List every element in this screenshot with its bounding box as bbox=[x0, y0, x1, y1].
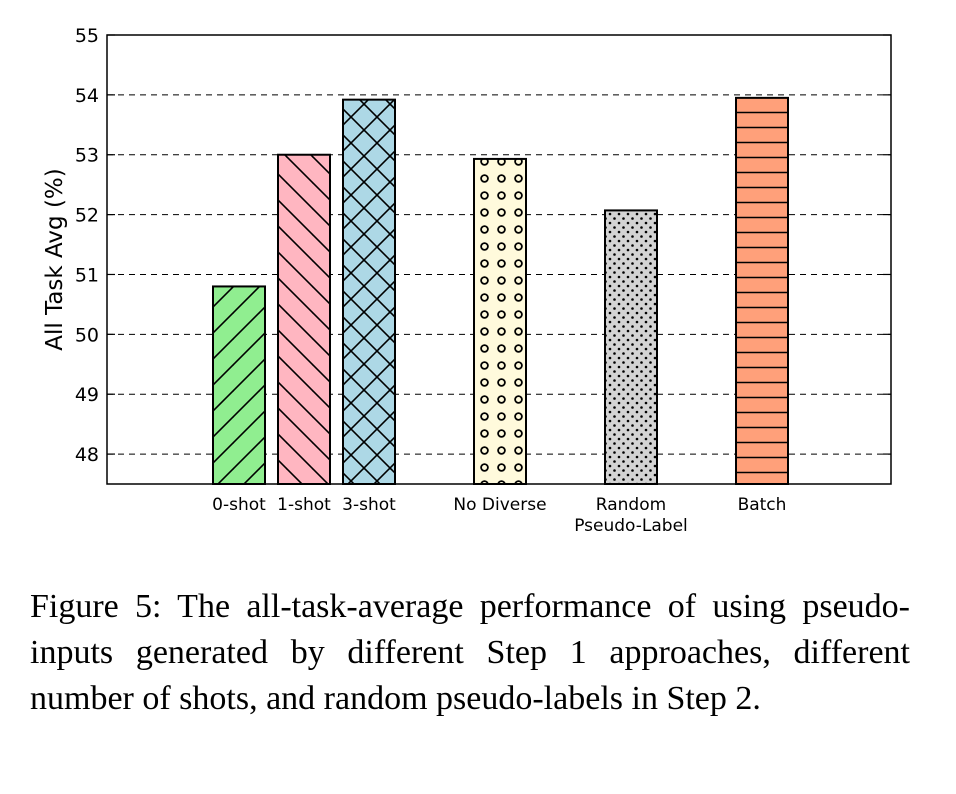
x-tick-label: 0-shot bbox=[212, 495, 266, 515]
bar-batch bbox=[735, 96, 789, 486]
bar-no-diverse bbox=[473, 157, 527, 485]
bar-hatch bbox=[212, 285, 266, 485]
y-tick-label: 52 bbox=[75, 205, 99, 227]
y-axis-label: All Task Avg (%) bbox=[42, 168, 68, 350]
figure-caption: Figure 5: The all-task-average performan… bbox=[30, 588, 910, 717]
plot-frame bbox=[106, 34, 892, 485]
y-tick-label: 55 bbox=[75, 25, 99, 47]
bar-hatch bbox=[735, 96, 789, 486]
x-tick-label: 3-shot bbox=[342, 495, 396, 515]
bar-hatch bbox=[277, 153, 331, 485]
bar-hatch bbox=[604, 209, 658, 485]
y-tick-label: 48 bbox=[75, 444, 99, 466]
y-tick-label: 50 bbox=[75, 324, 99, 346]
x-axis: 0-shot 1-shot 3-shot No Diverse RandomPseudo… bbox=[212, 495, 786, 536]
y-axis: 48 49 50 51 52 53 54 55 bbox=[75, 25, 891, 466]
x-tick-label: 1-shot bbox=[277, 495, 331, 515]
bar-0-shot bbox=[212, 285, 266, 485]
bars bbox=[212, 96, 789, 486]
y-tick-label: 49 bbox=[75, 384, 99, 406]
x-tick-label: Pseudo-Label bbox=[574, 516, 688, 536]
y-tick-label: 53 bbox=[75, 145, 99, 167]
bar-random-pseudo-label bbox=[604, 209, 658, 485]
x-tick-label: Batch bbox=[738, 495, 787, 515]
y-tick-label: 51 bbox=[75, 264, 99, 286]
bar-hatch bbox=[342, 98, 396, 485]
bar-hatch bbox=[473, 157, 527, 485]
bar-chart: 48 49 50 51 52 53 54 55 0-shot 1-shot 3-shot No Di… bbox=[42, 25, 892, 536]
y-tick-label: 54 bbox=[75, 85, 99, 107]
bar-1-shot bbox=[277, 153, 331, 485]
x-tick-label: Random bbox=[596, 495, 666, 515]
bar-3-shot bbox=[342, 98, 396, 485]
x-tick-label: No Diverse bbox=[453, 495, 546, 515]
